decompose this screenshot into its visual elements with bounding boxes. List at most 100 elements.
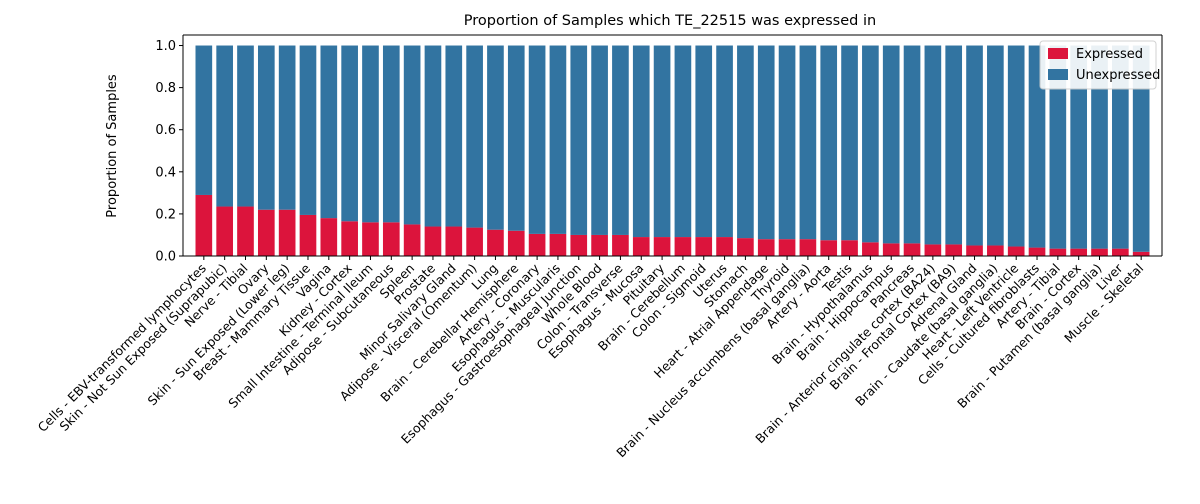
- bar-expressed-12: [445, 226, 463, 256]
- bar-unexpressed-16: [528, 45, 546, 234]
- bar-unexpressed-12: [445, 45, 463, 227]
- bar-expressed-32: [862, 242, 879, 256]
- bar-unexpressed-30: [820, 45, 838, 241]
- bar-expressed-7: [341, 221, 358, 256]
- y-tick-label: 0.6: [155, 123, 176, 138]
- bar-expressed-36: [945, 244, 963, 256]
- x-tick-label: Cells - EBV-transformed lymphocytes: [35, 261, 209, 435]
- bars-group: [195, 45, 1150, 256]
- bar-expressed-39: [1007, 246, 1025, 256]
- bar-expressed-3: [257, 209, 275, 256]
- bar-expressed-6: [320, 218, 338, 256]
- bar-unexpressed-40: [1028, 45, 1046, 248]
- bar-expressed-14: [487, 229, 504, 256]
- bar-unexpressed-23: [674, 45, 692, 238]
- bar-expressed-1: [216, 206, 233, 256]
- y-tick-group: 0.0 0.2 0.4 0.6 0.8 1.0: [155, 39, 183, 265]
- bar-unexpressed-22: [653, 45, 671, 238]
- bar-unexpressed-15: [507, 45, 525, 231]
- bar-unexpressed-41: [1049, 45, 1067, 249]
- bar-unexpressed-44: [1112, 45, 1129, 249]
- bar-unexpressed-21: [632, 45, 650, 238]
- bar-expressed-34: [903, 243, 921, 256]
- bar-expressed-44: [1112, 248, 1129, 256]
- bar-expressed-30: [820, 240, 838, 256]
- bar-unexpressed-10: [403, 45, 421, 225]
- bar-unexpressed-43: [1091, 45, 1108, 249]
- bar-expressed-40: [1028, 247, 1046, 256]
- legend-swatch-unexpressed: [1048, 69, 1068, 80]
- bar-expressed-23: [674, 237, 692, 256]
- bar-expressed-28: [778, 239, 796, 256]
- bar-unexpressed-25: [716, 45, 733, 238]
- bar-expressed-0: [195, 194, 213, 256]
- bar-expressed-33: [882, 243, 900, 256]
- bar-unexpressed-0: [195, 45, 213, 195]
- bar-expressed-2: [237, 206, 254, 256]
- bar-unexpressed-17: [549, 45, 567, 234]
- bar-unexpressed-6: [320, 45, 338, 219]
- y-axis-label: Proportion of Samples: [105, 74, 120, 218]
- bar-expressed-42: [1070, 248, 1088, 256]
- y-tick-label: 1.0: [155, 39, 176, 54]
- bar-unexpressed-42: [1070, 45, 1088, 249]
- legend-label-unexpressed: Unexpressed: [1076, 68, 1160, 83]
- bar-unexpressed-39: [1007, 45, 1025, 247]
- bar-unexpressed-19: [591, 45, 608, 235]
- y-tick-label: 0.8: [155, 81, 176, 96]
- bar-unexpressed-18: [570, 45, 588, 235]
- bar-unexpressed-29: [799, 45, 817, 240]
- bar-expressed-45: [1132, 251, 1150, 256]
- bar-unexpressed-37: [966, 45, 983, 246]
- bar-expressed-35: [924, 244, 942, 256]
- bar-unexpressed-2: [237, 45, 254, 207]
- bar-expressed-27: [757, 239, 775, 256]
- bar-unexpressed-33: [882, 45, 900, 244]
- y-tick-label: 0.0: [155, 250, 176, 265]
- bar-unexpressed-28: [778, 45, 796, 240]
- x-tick-group: Cells - EBV-transformed lymphocytesSkin …: [35, 256, 1146, 460]
- legend: Expressed Unexpressed: [1039, 40, 1160, 90]
- bar-unexpressed-14: [487, 45, 504, 230]
- bar-expressed-20: [612, 234, 629, 256]
- bar-expressed-10: [403, 224, 421, 256]
- bar-expressed-22: [653, 237, 671, 256]
- chart-title: Proportion of Samples which TE_22515 was…: [464, 13, 876, 29]
- bar-unexpressed-5: [299, 45, 317, 215]
- bar-unexpressed-20: [612, 45, 629, 235]
- bar-expressed-4: [278, 209, 296, 256]
- bar-expressed-9: [382, 222, 400, 256]
- bar-unexpressed-36: [945, 45, 963, 245]
- bar-expressed-5: [299, 214, 317, 256]
- bar-unexpressed-24: [695, 45, 713, 238]
- bar-expressed-29: [799, 239, 817, 256]
- y-tick-label: 0.4: [155, 165, 176, 180]
- bar-unexpressed-27: [757, 45, 775, 240]
- bar-unexpressed-13: [466, 45, 483, 228]
- bar-expressed-18: [570, 234, 588, 256]
- legend-swatch-expressed: [1048, 48, 1068, 59]
- bar-expressed-26: [737, 238, 754, 256]
- bar-unexpressed-45: [1132, 45, 1150, 252]
- bar-expressed-41: [1049, 248, 1067, 256]
- bar-unexpressed-11: [424, 45, 442, 227]
- legend-frame: [1039, 40, 1157, 90]
- bar-expressed-15: [507, 230, 525, 256]
- bar-expressed-16: [528, 233, 546, 256]
- bar-expressed-13: [466, 227, 483, 256]
- bar-expressed-24: [695, 237, 713, 256]
- bar-expressed-38: [987, 245, 1004, 256]
- bar-expressed-31: [841, 240, 858, 256]
- bar-expressed-8: [362, 222, 379, 256]
- bar-expressed-25: [716, 237, 733, 256]
- bar-unexpressed-8: [362, 45, 379, 223]
- bar-unexpressed-9: [382, 45, 400, 223]
- bar-expressed-11: [424, 226, 442, 256]
- bar-expressed-21: [632, 237, 650, 256]
- bar-unexpressed-3: [257, 45, 275, 210]
- axes-group: [182, 34, 1163, 257]
- y-tick-label: 0.2: [155, 207, 176, 222]
- bar-unexpressed-4: [278, 45, 296, 210]
